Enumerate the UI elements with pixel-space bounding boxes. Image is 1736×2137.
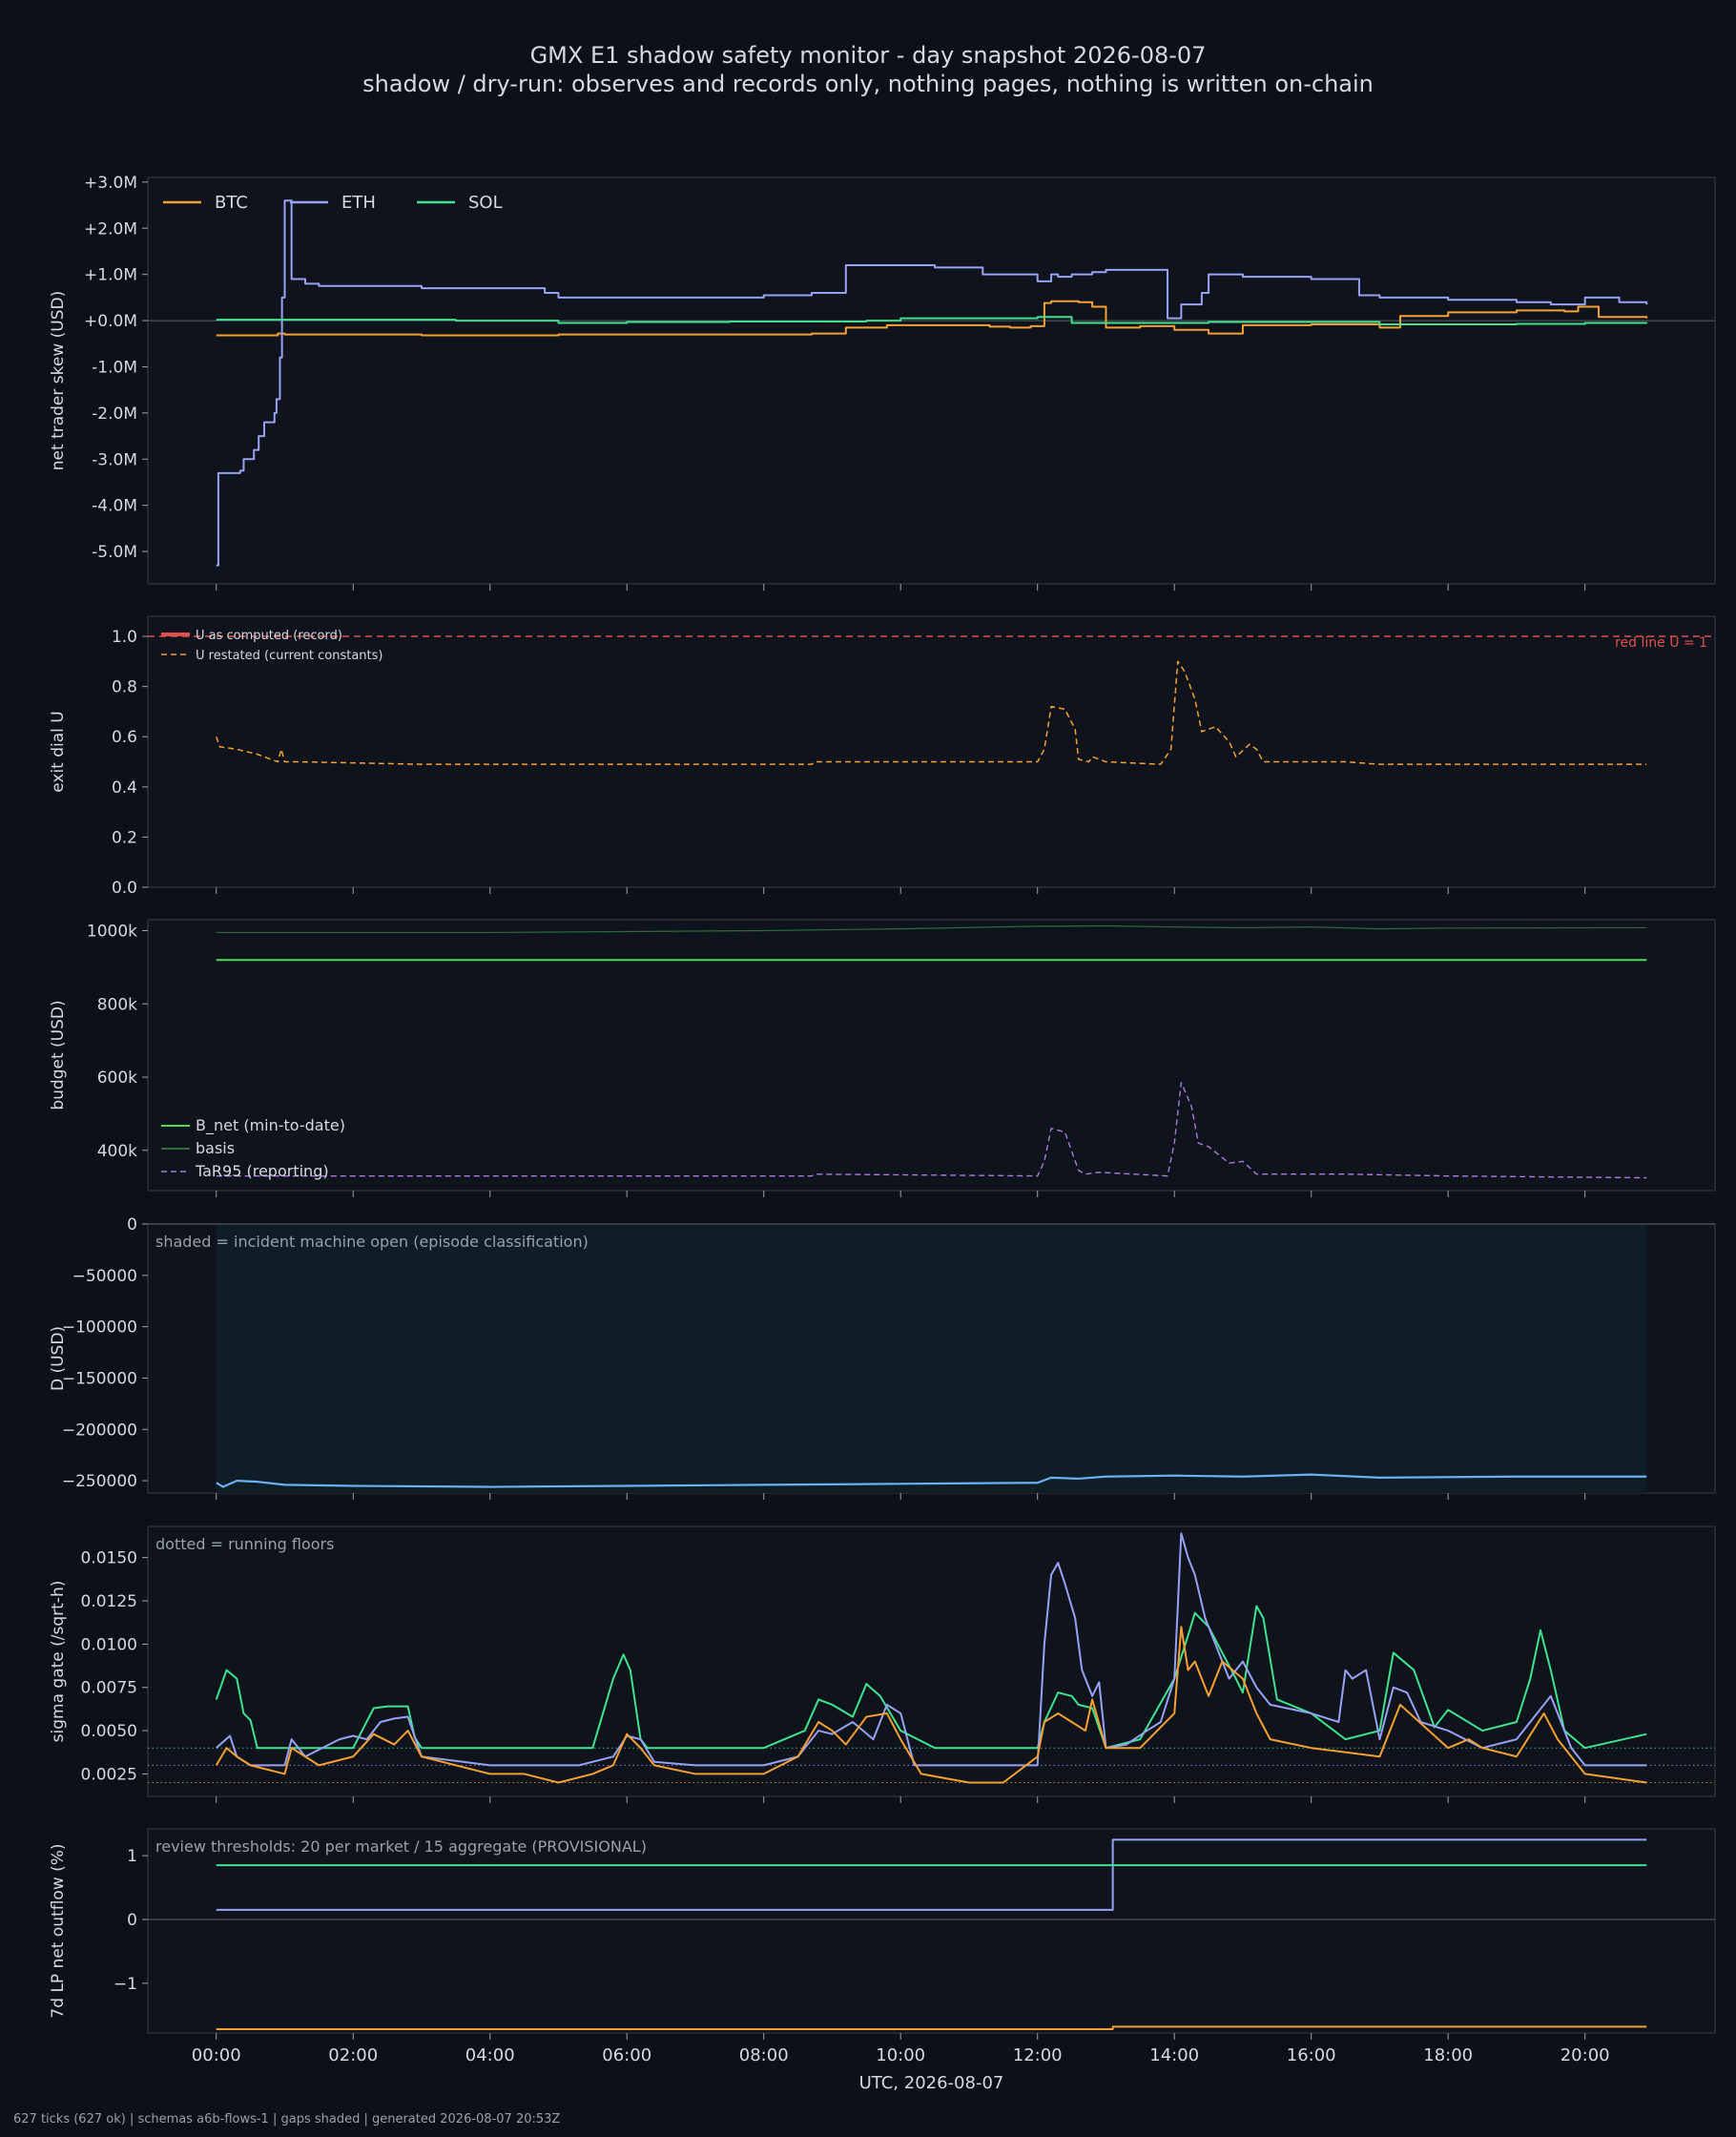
panel-6: 1 0 −1 7d LP net outflow (%) review threshol…: [49, 1828, 1716, 2040]
y-tick-label: 0.2: [112, 828, 137, 847]
plot-area: [147, 1828, 1716, 2034]
panel-annotation: review thresholds: 20 per market / 15 ag…: [155, 1837, 647, 1856]
x-tick-label: 06:00: [602, 2045, 651, 2065]
y-axis-label: net trader skew (USD): [49, 291, 68, 470]
x-tick-label: 04:00: [465, 2045, 515, 2065]
y-axis-label: sigma gate (/sqrt-h): [49, 1581, 68, 1743]
x-tick-label: 08:00: [739, 2045, 789, 2065]
incident-shade: [216, 1224, 1647, 1493]
x-tick-label: 00:00: [192, 2045, 241, 2065]
plot-area: [147, 919, 1716, 1192]
y-tick-label: 400k: [97, 1142, 137, 1161]
y-tick-label: −150000: [62, 1369, 137, 1388]
y-tick-label: +0.0M: [84, 312, 137, 331]
panel-annotation: dotted = running floors: [155, 1535, 334, 1553]
legend-label: U restated (current constants): [196, 649, 382, 663]
series-line-btc: [216, 2025, 1647, 2030]
legend-label: U as computed (record): [196, 629, 342, 643]
series-line-btc: [216, 300, 1648, 337]
y-axis-label: exit dial U: [49, 711, 68, 793]
legend-label: SOL: [468, 193, 503, 213]
series-line-eth: [216, 1532, 1647, 1767]
y-tick-label: 0.0025: [81, 1765, 137, 1784]
legend-label: B_net (min-to-date): [196, 1116, 345, 1135]
y-tick-label: 1000k: [87, 923, 137, 942]
red-line-label: red line U = 1: [1615, 635, 1707, 651]
series-line-eth: [216, 1838, 1647, 1911]
x-tick-label: 02:00: [328, 2045, 378, 2065]
x-tick-label: 20:00: [1560, 2045, 1610, 2065]
series-line-u-restated-current-constants-: [216, 660, 1647, 765]
y-tick-label: 0: [127, 1215, 137, 1234]
plot-area: [147, 615, 1716, 888]
x-tick-label: 14:00: [1149, 2045, 1199, 2065]
y-tick-label: -4.0M: [92, 497, 137, 516]
y-tick-label: 0.8: [112, 678, 137, 697]
y-tick-label: 0.0125: [81, 1592, 137, 1611]
y-tick-label: −100000: [62, 1318, 137, 1338]
panel-annotation: shaded = incident machine open (episode …: [155, 1233, 589, 1251]
y-tick-label: +1.0M: [84, 266, 137, 285]
y-tick-label: 0.6: [112, 728, 137, 747]
y-axis-label: budget (USD): [49, 1000, 68, 1110]
legend-label: basis: [196, 1139, 235, 1157]
y-tick-label: 0.4: [112, 778, 137, 798]
y-tick-label: +3.0M: [84, 174, 137, 193]
panel-3: 400k 600k 800k 1000k budget (USD) B_net (min-…: [49, 919, 1716, 1197]
y-tick-label: 1: [127, 1847, 137, 1866]
y-tick-label: 1.0: [112, 628, 137, 647]
y-tick-label: −200000: [62, 1421, 137, 1440]
y-axis-label: D (USD): [49, 1326, 68, 1391]
panel-5: 0.0025 0.0050 0.0075 0.0100 0.0125 0.0150 sigm…: [49, 1525, 1716, 1803]
x-tick-label: 18:00: [1423, 2045, 1473, 2065]
y-tick-label: −1: [114, 1975, 137, 1994]
panel-2: red line U = 1 0.0 0.2 0.4 0.6 0.8 1.0 exit dia…: [49, 615, 1716, 898]
series-line-basis: [216, 924, 1647, 934]
y-tick-label: −250000: [62, 1472, 137, 1491]
x-tick-label: 12:00: [1013, 2045, 1063, 2065]
chart-title: GMX E1 shadow safety monitor - day snaps…: [529, 42, 1207, 69]
series-line-eth: [216, 199, 1648, 567]
x-tick-label: 16:00: [1287, 2045, 1336, 2065]
y-tick-label: -3.0M: [92, 450, 137, 469]
legend-label: BTC: [215, 193, 248, 213]
legend-label: TaR95 (reporting): [195, 1162, 329, 1180]
y-tick-label: 0.0050: [81, 1722, 137, 1741]
legend-label: ETH: [341, 193, 376, 213]
panel-1: +3.0M +2.0M +1.0M +0.0M -1.0M -2.0M -3.0M -4.0M…: [49, 174, 1716, 591]
y-tick-label: 800k: [97, 995, 137, 1014]
x-tick-label: 10:00: [876, 2045, 925, 2065]
chart-subtitle: shadow / dry-run: observes and records o…: [362, 71, 1374, 97]
plot-area: [147, 176, 1716, 585]
y-tick-label: 0.0075: [81, 1679, 137, 1698]
y-tick-label: -1.0M: [92, 358, 137, 377]
status-footer: 627 ticks (627 ok) | schemas a6b-flows-1…: [13, 2112, 561, 2127]
y-tick-label: 0.0100: [81, 1635, 137, 1654]
plot-area: [147, 1525, 1716, 1797]
y-tick-label: −50000: [72, 1267, 137, 1286]
series-line-tar95-reporting-: [216, 1082, 1647, 1179]
y-axis-label: 7d LP net outflow (%): [49, 1843, 68, 2018]
y-tick-label: +2.0M: [84, 219, 137, 239]
y-tick-label: 0: [127, 1911, 137, 1930]
panel-4: 0 −50000 −100000 −150000 −200000 −250000 D (US…: [49, 1215, 1716, 1500]
y-tick-label: 0.0150: [81, 1549, 137, 1568]
x-axis-label: UTC, 2026-08-07: [859, 2073, 1004, 2093]
y-tick-label: -5.0M: [92, 543, 137, 562]
y-tick-label: -2.0M: [92, 405, 137, 424]
y-tick-label: 0.0: [112, 879, 137, 898]
series-line-sol: [216, 316, 1648, 325]
y-tick-label: 600k: [97, 1068, 137, 1088]
series-line-d: [216, 1473, 1647, 1488]
series-line-btc: [215, 1626, 1647, 1784]
